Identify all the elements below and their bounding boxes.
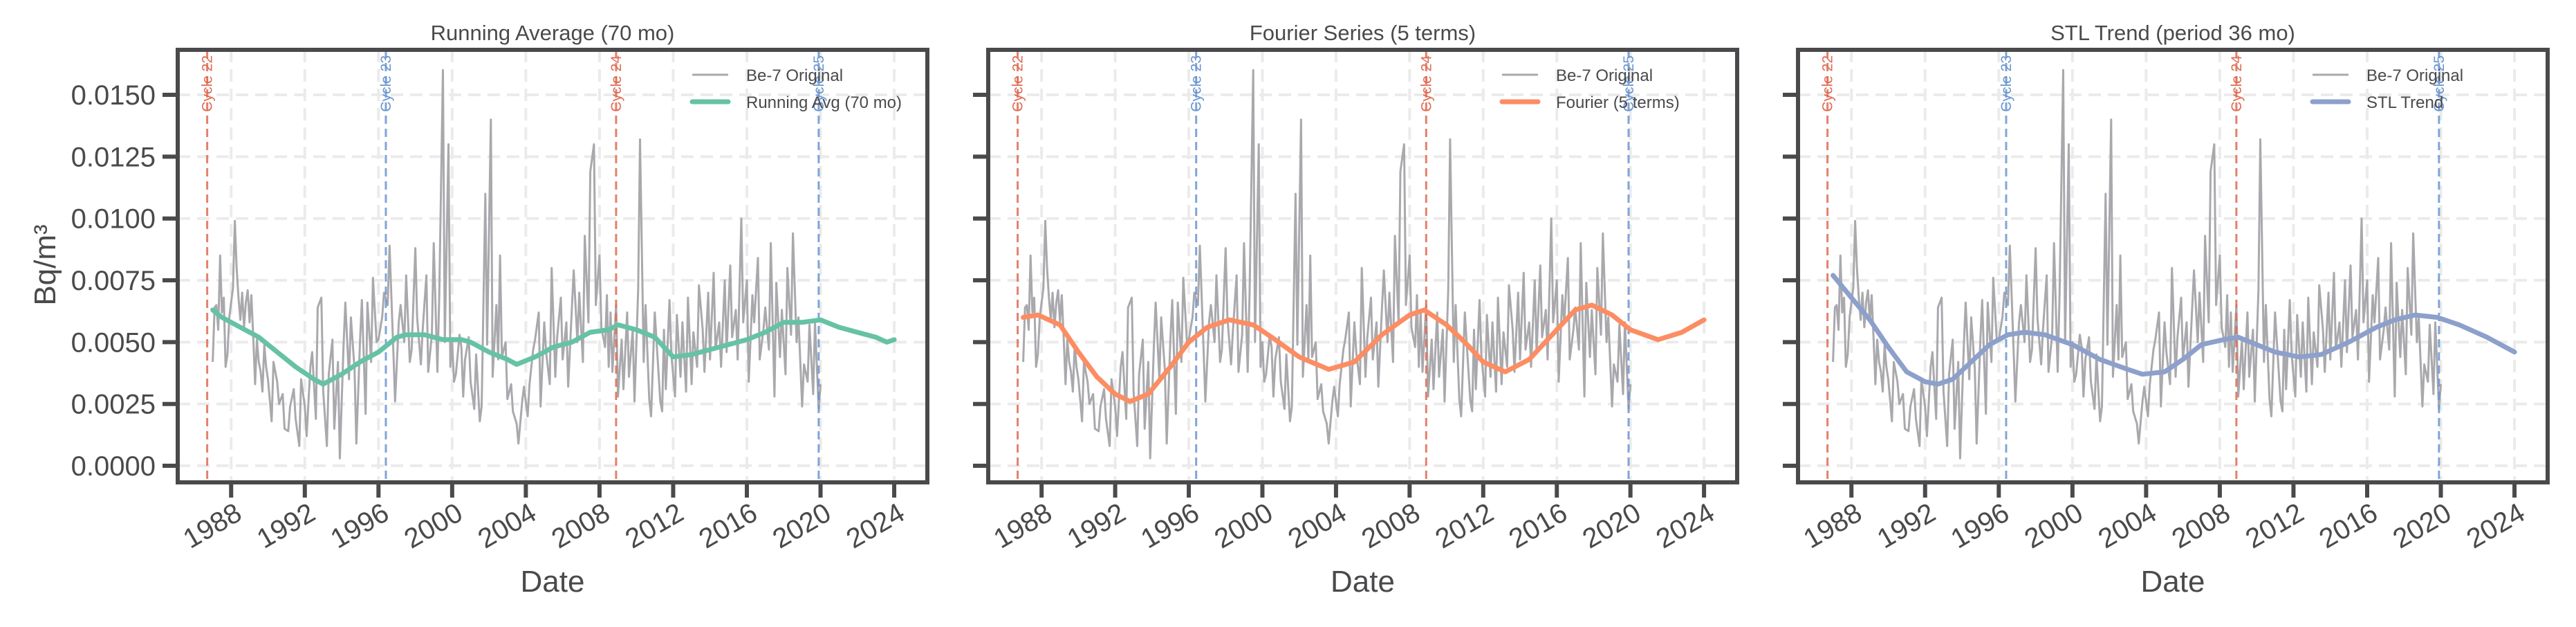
cycle-marker-label: Cycle 25 bbox=[2431, 55, 2447, 112]
axes-frame bbox=[1796, 48, 2550, 484]
cycle-marker-label: Cycle 25 bbox=[1621, 55, 1637, 112]
legend: Be-7 Original Fourier (5 terms) bbox=[1499, 66, 1680, 112]
x-tick-label: 1988 bbox=[1799, 498, 1867, 555]
panel-title: STL Trend (period 36 mo) bbox=[2050, 21, 2295, 45]
x-tick-label: 1996 bbox=[1946, 498, 2014, 555]
legend-label-smoothed: Fourier (5 terms) bbox=[1556, 93, 1680, 112]
x-tick-label: 2020 bbox=[2388, 498, 2456, 555]
x-tick-label: 2012 bbox=[1430, 498, 1499, 555]
x-tick-label: 2004 bbox=[1283, 498, 1351, 555]
x-tick-label: 2012 bbox=[2241, 498, 2309, 555]
y-tick-label: 0.0025 bbox=[71, 390, 156, 420]
smoothed-series-line bbox=[210, 307, 897, 387]
y-tick-label: 0.0000 bbox=[71, 451, 156, 482]
x-tick-label: 2024 bbox=[841, 498, 909, 555]
x-tick-label: 2000 bbox=[2019, 498, 2088, 555]
smoothed-series-line bbox=[1831, 273, 2517, 387]
x-tick-label: 2012 bbox=[620, 498, 689, 555]
x-tick-label: 1996 bbox=[326, 498, 394, 555]
legend-label-smoothed: Running Avg (70 mo) bbox=[746, 93, 902, 112]
x-tick-label: 2020 bbox=[1577, 498, 1646, 555]
smoothed-series-line bbox=[1021, 302, 1707, 404]
y-tick-label: 0.0150 bbox=[71, 80, 156, 111]
x-tick-label: 2008 bbox=[1357, 498, 1425, 555]
original-series-line bbox=[1832, 69, 2442, 460]
panel-title: Running Average (70 mo) bbox=[431, 21, 675, 45]
x-tick-label: 2000 bbox=[1210, 498, 1278, 555]
x-tick-label: 2016 bbox=[1504, 498, 1573, 555]
y-axis-label: Bq/m³ bbox=[28, 224, 62, 305]
x-tick-label: 2016 bbox=[2314, 498, 2382, 555]
x-tick-label: 2008 bbox=[2167, 498, 2235, 555]
x-axis-label: Date bbox=[521, 565, 585, 599]
x-tick-label: 1988 bbox=[178, 498, 247, 555]
cycle-marker-label: Cycle 22 bbox=[1010, 55, 1026, 112]
cycle-marker-label: Cycle 23 bbox=[1189, 55, 1205, 112]
x-axis-label: Date bbox=[2141, 565, 2205, 599]
y-tick-label: 0.0050 bbox=[71, 327, 156, 358]
axes-frame bbox=[986, 48, 1739, 484]
legend-label-original: Be-7 Original bbox=[746, 66, 843, 85]
x-tick-label: 2004 bbox=[2093, 498, 2162, 555]
panel-title: Fourier Series (5 terms) bbox=[1250, 21, 1476, 45]
x-tick-label: 2024 bbox=[1651, 498, 1720, 555]
x-tick-label: 2000 bbox=[399, 498, 467, 555]
cycle-marker-label: Cycle 23 bbox=[1999, 55, 2014, 112]
legend-label-smoothed: STL Trend bbox=[2366, 93, 2443, 112]
axes-frame bbox=[176, 48, 929, 484]
y-tick-label: 0.0125 bbox=[71, 142, 156, 172]
x-tick-label: 2016 bbox=[694, 498, 762, 555]
x-tick-label: 2004 bbox=[473, 498, 541, 555]
x-tick-label: 1992 bbox=[252, 498, 320, 555]
x-tick-label: 1992 bbox=[1062, 498, 1131, 555]
panel-stl-trend: Cycle 22 Cycle 23 Cycle 24 Cycle 25 1988 1992… bbox=[1783, 21, 2550, 599]
panel-fourier-series: Cycle 22 Cycle 23 Cycle 24 Cycle 25 1988 1992… bbox=[973, 21, 1739, 599]
cycle-marker-label: Cycle 22 bbox=[1820, 55, 1836, 112]
legend-label-original: Be-7 Original bbox=[2366, 66, 2463, 85]
legend-label-original: Be-7 Original bbox=[1556, 66, 1653, 85]
cycle-marker-label: Cycle 25 bbox=[811, 55, 827, 112]
y-tick-label: 0.0100 bbox=[71, 204, 156, 235]
original-series-line bbox=[1022, 69, 1632, 460]
legend: Be-7 Original Running Avg (70 mo) bbox=[689, 66, 902, 112]
y-tick-label: 0.0075 bbox=[71, 266, 156, 296]
cycle-marker-label: Cycle 23 bbox=[378, 55, 394, 112]
x-tick-label: 1992 bbox=[1872, 498, 1940, 555]
legend: Be-7 Original STL Trend bbox=[2310, 66, 2463, 112]
panel-running-average: Cycle 22 Cycle 23 Cycle 24 Cycle 25 1988 1992… bbox=[71, 21, 929, 599]
cycle-marker-label: Cycle 24 bbox=[609, 55, 624, 112]
x-tick-label: 1988 bbox=[989, 498, 1057, 555]
x-tick-label: 2020 bbox=[768, 498, 836, 555]
x-tick-label: 2024 bbox=[2461, 498, 2530, 555]
x-tick-label: 2008 bbox=[546, 498, 615, 555]
x-axis-label: Date bbox=[1331, 565, 1395, 599]
cycle-marker-label: Cycle 24 bbox=[2229, 55, 2245, 112]
x-tick-label: 1996 bbox=[1136, 498, 1204, 555]
cycle-marker-label: Cycle 24 bbox=[1418, 55, 1434, 112]
cycle-marker-label: Cycle 22 bbox=[200, 55, 216, 112]
